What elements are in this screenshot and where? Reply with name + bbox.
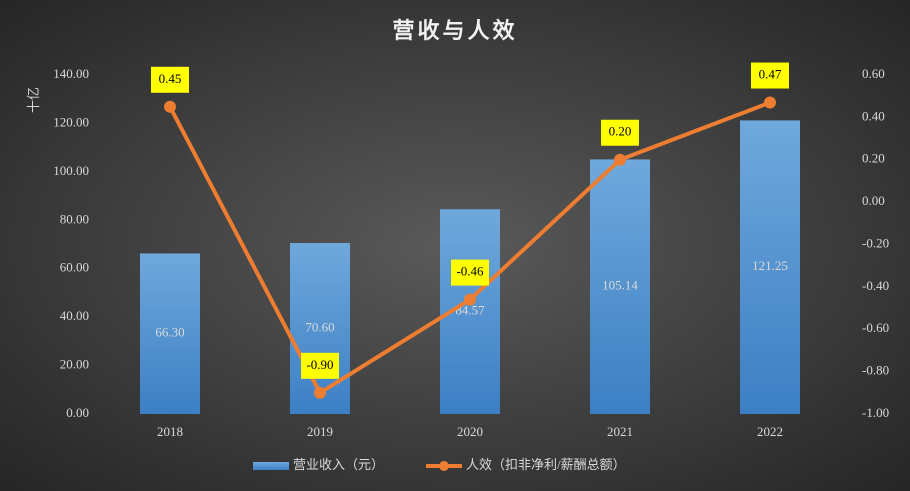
bar	[740, 120, 800, 414]
y-tick-label: 40.00	[60, 308, 89, 323]
x-tick-label: 2019	[307, 424, 333, 439]
bar	[140, 253, 200, 414]
y2-tick-label: -0.80	[862, 363, 889, 378]
line-value-label: -0.46	[456, 264, 484, 279]
y-tick-label: 120.00	[53, 114, 89, 129]
line-point	[764, 96, 776, 109]
y2-tick-label: -0.60	[862, 320, 889, 335]
value-label-box	[601, 119, 639, 146]
y-tick-label: 80.00	[60, 211, 89, 226]
x-tick-label: 2021	[607, 424, 633, 439]
line-value-label: 0.45	[159, 71, 182, 86]
y-tick-label: 20.00	[60, 357, 89, 372]
line-point	[314, 386, 326, 399]
x-tick-label: 2022	[757, 424, 783, 439]
bar-value-label: 105.14	[602, 278, 638, 293]
value-label-box	[451, 259, 489, 286]
legend-swatch-point	[439, 461, 449, 471]
y-tick-label: 140.00	[53, 66, 89, 81]
y2-tick-label: 0.40	[862, 108, 885, 123]
value-label-box	[301, 352, 339, 379]
y2-tick-label: -1.00	[862, 405, 889, 420]
line-value-label: -0.90	[306, 357, 333, 372]
value-label-box	[751, 62, 789, 89]
y-tick-label: 0.00	[66, 405, 89, 420]
y-tick-label: 60.00	[60, 260, 89, 275]
x-tick-label: 2018	[157, 424, 183, 439]
legend-label: 人效（扣非净利/薪酬总额）	[466, 457, 626, 472]
line-point	[464, 293, 476, 306]
chart-title: 营收与人效	[392, 18, 517, 43]
legend-swatch	[253, 462, 289, 470]
line-point	[164, 100, 176, 113]
y-axis-label: 十亿	[26, 87, 41, 113]
y2-tick-label: -0.20	[862, 235, 889, 250]
bar	[290, 243, 350, 414]
line-value-label: 0.20	[609, 124, 632, 139]
legend-label: 营业收入（元）	[293, 457, 384, 472]
y2-tick-label: 0.20	[862, 151, 885, 166]
y-tick-label: 100.00	[53, 163, 89, 178]
x-tick-label: 2020	[457, 424, 483, 439]
bar-value-label: 121.25	[752, 258, 788, 273]
y2-tick-label: 0.00	[862, 193, 885, 208]
y2-tick-label: 0.60	[862, 66, 885, 81]
bar-value-label: 66.30	[155, 325, 184, 340]
value-label-box	[151, 66, 189, 93]
bar-value-label: 70.60	[305, 320, 334, 335]
bar	[590, 159, 650, 414]
y2-tick-label: -0.40	[862, 278, 889, 293]
line-point	[614, 153, 626, 166]
line-value-label: 0.47	[759, 67, 782, 82]
